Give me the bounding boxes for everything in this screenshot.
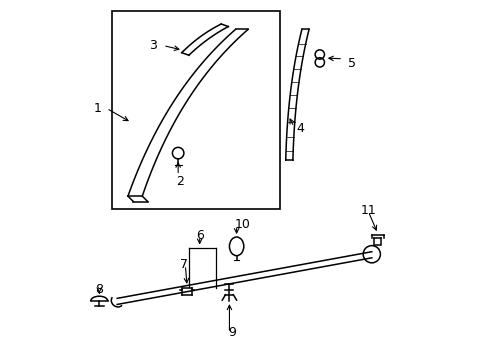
Text: 11: 11 — [360, 204, 375, 217]
Bar — [112, 12, 280, 209]
Text: 4: 4 — [296, 122, 304, 135]
Text: 1: 1 — [93, 102, 101, 115]
Text: 2: 2 — [176, 175, 183, 188]
Text: 8: 8 — [95, 283, 103, 296]
Text: 5: 5 — [347, 57, 355, 70]
Text: 7: 7 — [179, 258, 187, 271]
Text: 10: 10 — [234, 218, 250, 231]
Text: 3: 3 — [149, 39, 157, 52]
Text: 6: 6 — [195, 229, 203, 242]
Text: 9: 9 — [227, 326, 235, 339]
